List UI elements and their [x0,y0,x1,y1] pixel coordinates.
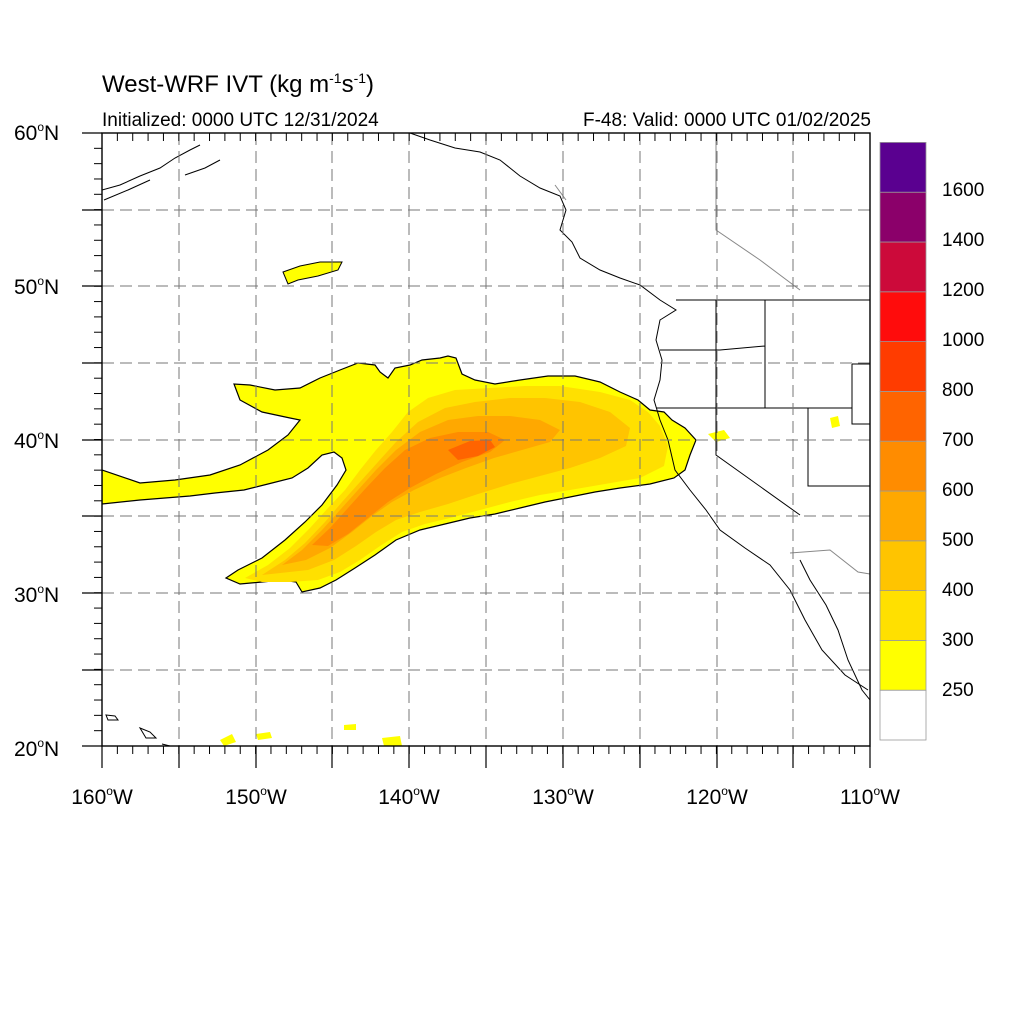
colorbar-label: 700 [942,430,974,451]
colorbar-swatch [879,540,927,591]
lon-label-150w: 150oW [225,784,287,809]
graticule [102,133,870,746]
ivt-600-region [312,432,505,546]
colorbar-swatch [879,191,927,243]
lat-label-60: 60oN [14,120,60,145]
colorbar-label: 500 [942,530,974,551]
colorbar-swatch [879,241,927,293]
colorbar-swatch [879,341,927,392]
ivt-blob-hawaii-3 [256,732,272,740]
border-canada-provinces [554,133,801,291]
minor-tick-marks [94,132,871,754]
initialized-time: Initialized: 0000 UTC 12/31/2024 [102,110,379,131]
coast-baja [799,559,870,701]
lon-label-160w: 160oW [71,784,133,809]
colorbar-label: 1400 [942,230,985,251]
colorbar-swatch [879,390,927,442]
border-states-nw [656,300,870,516]
colorbar-swatch [879,490,927,542]
ivt-shading [102,261,840,746]
coastlines [102,133,870,746]
ivt-blob-gulf-alaska [282,261,343,285]
valid-time: F-48: Valid: 0000 UTC 01/02/2025 [583,110,871,131]
colorbar-label: 1200 [942,280,985,301]
coast-aleutians [103,159,221,201]
ivt-blob-utah [830,416,840,428]
colorbar-label: 250 [942,680,974,701]
lat-label-20: 20oN [14,736,60,761]
lon-label-130w: 130oW [532,784,594,809]
colorbar-label: 1000 [942,330,985,351]
coast-alaska-gulf [409,133,869,691]
figure-title: West-WRF IVT (kg m-1s-1) [102,70,375,98]
lat-label-30: 30oN [14,582,60,607]
lon-label-120w: 120oW [686,784,748,809]
ivt-blob-nevada [708,430,730,442]
colorbar-swatch [879,291,927,342]
colorbar-swatch [879,590,927,641]
colorbar-label: 1600 [942,180,985,201]
colorbar-swatch [879,640,927,691]
colorbar-swatch [879,141,927,193]
colorbar-label: 800 [942,380,974,401]
lat-label-40: 40oN [14,428,60,453]
colorbar [879,141,927,741]
colorbar-swatch [879,689,927,741]
lat-label-50: 50oN [14,274,60,299]
coast-alaska-west [102,144,201,191]
ivt-blob-hawaii-1 [220,734,236,746]
border-us-mexico [789,549,870,575]
ivt-blob-hawaii-4 [344,724,356,730]
colorbar-label: 600 [942,480,974,501]
colorbar-label: 400 [942,580,974,601]
colorbar-swatch [879,440,927,492]
ivt-700-region [448,440,495,460]
lon-label-140w: 140oW [378,784,440,809]
border-wyoming [851,363,870,425]
lon-label-110w: 110oW [840,784,900,809]
ivt-blob-hawaii-2 [382,736,402,746]
colorbar-label: 300 [942,630,974,651]
